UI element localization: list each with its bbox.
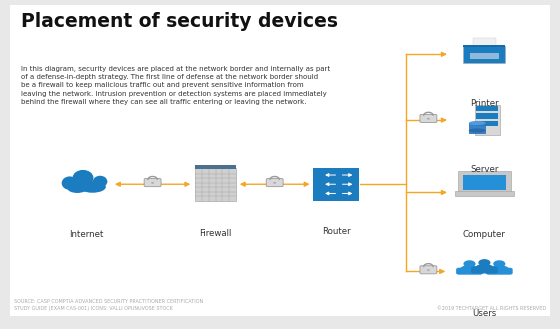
Ellipse shape	[93, 176, 108, 188]
FancyBboxPatch shape	[473, 38, 496, 46]
FancyBboxPatch shape	[420, 266, 437, 274]
Ellipse shape	[62, 176, 78, 190]
Text: Computer: Computer	[463, 230, 506, 239]
Circle shape	[427, 118, 430, 120]
Ellipse shape	[67, 184, 87, 193]
FancyBboxPatch shape	[195, 167, 236, 201]
FancyBboxPatch shape	[486, 268, 512, 275]
FancyBboxPatch shape	[469, 123, 486, 135]
Text: Server: Server	[470, 164, 498, 173]
Text: Firewall: Firewall	[199, 229, 232, 238]
Circle shape	[273, 182, 276, 184]
FancyBboxPatch shape	[464, 45, 505, 47]
Wedge shape	[459, 265, 480, 271]
Wedge shape	[489, 265, 510, 271]
FancyBboxPatch shape	[144, 179, 161, 187]
FancyBboxPatch shape	[464, 46, 505, 63]
FancyBboxPatch shape	[10, 5, 550, 316]
Ellipse shape	[79, 181, 106, 193]
FancyBboxPatch shape	[266, 179, 283, 187]
Text: Placement of security devices: Placement of security devices	[21, 12, 338, 31]
Text: ©2019 TECHTARGET ALL RIGHTS RESERVED: ©2019 TECHTARGET ALL RIGHTS RESERVED	[437, 306, 546, 311]
FancyBboxPatch shape	[420, 114, 437, 122]
Text: Users: Users	[472, 309, 497, 318]
FancyBboxPatch shape	[476, 106, 498, 111]
FancyBboxPatch shape	[313, 168, 359, 201]
Circle shape	[478, 259, 491, 266]
FancyBboxPatch shape	[463, 175, 506, 190]
Circle shape	[151, 182, 154, 184]
Text: In this diagram, security devices are placed at the network border and internall: In this diagram, security devices are pl…	[21, 66, 330, 105]
FancyBboxPatch shape	[470, 53, 499, 59]
Wedge shape	[474, 264, 494, 270]
Text: Printer: Printer	[470, 99, 499, 108]
FancyBboxPatch shape	[471, 266, 498, 273]
Ellipse shape	[73, 170, 94, 186]
FancyBboxPatch shape	[455, 191, 514, 196]
FancyBboxPatch shape	[195, 165, 236, 169]
Circle shape	[493, 260, 505, 267]
FancyBboxPatch shape	[476, 121, 498, 126]
Text: Internet: Internet	[69, 230, 104, 239]
FancyBboxPatch shape	[456, 268, 483, 275]
Ellipse shape	[469, 121, 486, 125]
FancyBboxPatch shape	[476, 113, 498, 119]
FancyBboxPatch shape	[458, 171, 511, 192]
Circle shape	[464, 260, 475, 267]
Circle shape	[427, 269, 430, 271]
Text: Router: Router	[321, 227, 351, 236]
Ellipse shape	[469, 128, 486, 133]
FancyBboxPatch shape	[475, 105, 500, 135]
Text: SOURCE: CASP COMPTIA ADVANCED SECURITY PRACTITIONER CERTIFICATION
STUDY GUIDE (E: SOURCE: CASP COMPTIA ADVANCED SECURITY P…	[14, 299, 203, 311]
